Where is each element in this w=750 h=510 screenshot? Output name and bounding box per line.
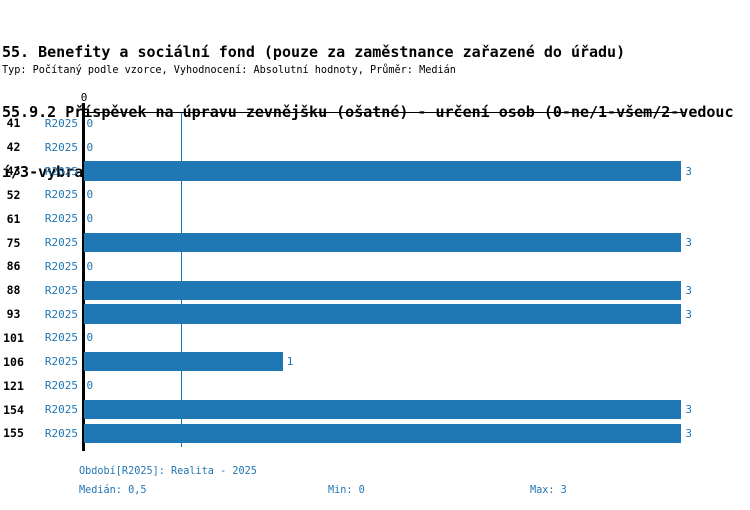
row-category-label: 41 (6, 116, 21, 131)
row-category-label: 52 (6, 187, 21, 202)
chart-row: 155 R2025 3 (0, 421, 750, 445)
chart-row: 101 R2025 0 (0, 326, 750, 350)
chart-row: 86 R2025 0 (0, 255, 750, 279)
row-series-label: R2025 (44, 188, 78, 202)
row-value-label: 3 (685, 403, 693, 417)
y-axis-line (82, 103, 85, 451)
row-series-label: R2025 (44, 140, 78, 154)
chart-row: 52 R2025 0 (0, 183, 750, 207)
value-bar (83, 304, 682, 324)
title-line-2: 55.9.2 Příspěvek na úpravu zevnějšku (oš… (2, 103, 734, 121)
row-value-label: 3 (685, 307, 693, 321)
row-value-label: 0 (86, 212, 94, 226)
value-bar (83, 423, 682, 444)
row-series-label: R2025 (44, 164, 78, 178)
row-value-label: 0 (86, 140, 94, 154)
row-value-label: 3 (685, 426, 693, 440)
row-series-label: R2025 (44, 331, 78, 345)
row-category-label: 42 (6, 140, 21, 155)
row-value-label: 0 (86, 379, 94, 393)
row-value-label: 0 (86, 188, 94, 202)
row-value-label: 3 (685, 283, 693, 297)
chart-row: 41 R2025 0 (0, 111, 750, 135)
row-series-label: R2025 (44, 236, 78, 250)
row-category-label: 88 (6, 283, 21, 298)
row-value-label: 3 (685, 236, 693, 250)
row-series-label: R2025 (44, 116, 78, 130)
row-value-label: 1 (286, 355, 294, 369)
chart-row: 121 R2025 0 (0, 374, 750, 398)
min-stat-label: Min: 0 (328, 485, 365, 496)
chart-row: 61 R2025 0 (0, 207, 750, 231)
median-gridline (180, 113, 182, 447)
row-series-label: R2025 (44, 426, 78, 440)
row-value-label: 0 (86, 116, 94, 130)
period-label: Období[R2025]: Realita - 2025 (79, 466, 257, 477)
chart-row: 88 R2025 3 (0, 278, 750, 302)
row-series-label: R2025 (44, 212, 78, 226)
row-category-label: 61 (6, 211, 21, 226)
median-stat-label: Medián: 0,5 (79, 485, 147, 496)
row-category-label: 75 (6, 235, 21, 250)
chart-row: 106 R2025 1 (0, 350, 750, 374)
chart-row: 42 R2025 0 (0, 135, 750, 159)
max-stat-label: Max: 3 (530, 485, 567, 496)
row-category-label: 106 (3, 354, 24, 369)
row-category-label: 121 (3, 378, 24, 393)
row-value-label: 3 (685, 164, 693, 178)
value-bar (83, 352, 283, 372)
value-bar (83, 280, 682, 300)
row-series-label: R2025 (44, 403, 78, 417)
chart-row: 93 R2025 3 (0, 302, 750, 326)
title-line-1: 55. Benefity a sociální fond (pouze za z… (2, 43, 626, 61)
chart-row: 43 R2025 3 (0, 159, 750, 183)
row-category-label: 101 (3, 330, 24, 345)
row-category-label: 154 (3, 402, 24, 417)
chart-title: 55. Benefity a sociální fond (pouze za z… (2, 2, 750, 222)
value-bar (83, 161, 682, 181)
row-value-label: 0 (86, 331, 94, 345)
row-category-label: 43 (6, 164, 21, 179)
row-series-label: R2025 (44, 283, 78, 297)
row-category-label: 155 (3, 426, 24, 441)
row-value-label: 0 (86, 259, 94, 273)
row-series-label: R2025 (44, 355, 78, 369)
value-bar (83, 399, 682, 420)
x-axis-line (82, 112, 686, 114)
row-series-label: R2025 (44, 379, 78, 393)
row-category-label: 86 (6, 259, 21, 274)
value-bar (83, 232, 682, 253)
row-series-label: R2025 (44, 259, 78, 273)
chart-row: 154 R2025 3 (0, 398, 750, 422)
chart-row: 75 R2025 3 (0, 231, 750, 255)
chart-meta-line: Typ: Počítaný podle vzorce, Vyhodnocení:… (2, 65, 456, 76)
x-axis-tick-label-zero: 0 (80, 91, 88, 104)
row-series-label: R2025 (44, 307, 78, 321)
row-category-label: 93 (6, 307, 21, 322)
